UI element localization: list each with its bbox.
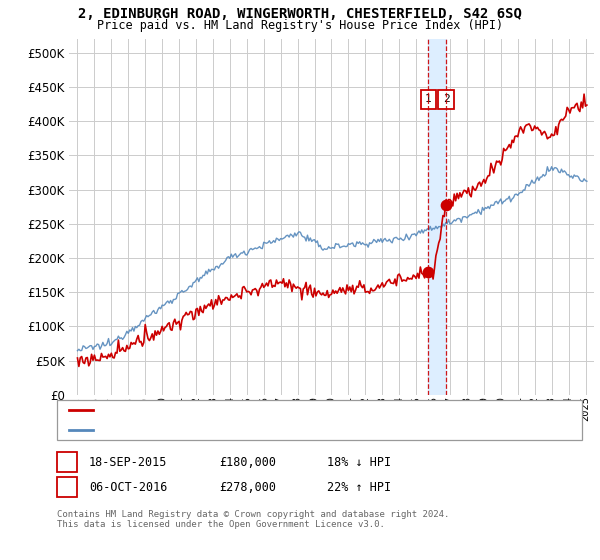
Text: 2, EDINBURGH ROAD, WINGERWORTH, CHESTERFIELD, S42 6SQ: 2, EDINBURGH ROAD, WINGERWORTH, CHESTERF… [78,7,522,21]
Point [424,267,433,276]
Text: 2: 2 [64,480,70,494]
Text: 1: 1 [425,95,432,104]
Text: 18% ↓ HPI: 18% ↓ HPI [327,455,391,469]
Text: Price paid vs. HM Land Registry's House Price Index (HPI): Price paid vs. HM Land Registry's House … [97,19,503,32]
Text: 18-SEP-2015: 18-SEP-2015 [89,455,167,469]
Text: 06-OCT-2016: 06-OCT-2016 [89,480,167,494]
Point [442,200,451,209]
Text: £278,000: £278,000 [219,480,276,494]
Text: £180,000: £180,000 [219,455,276,469]
Bar [428,39,446,395]
Text: 2, EDINBURGH ROAD, WINGERWORTH, CHESTERFIELD, S42 6SQ (detached house): 2, EDINBURGH ROAD, WINGERWORTH, CHESTERF… [97,405,508,415]
Text: 22% ↑ HPI: 22% ↑ HPI [327,480,391,494]
Text: 2: 2 [443,95,449,104]
Text: 1: 1 [64,455,70,469]
Text: Contains HM Land Registry data © Crown copyright and database right 2024.
This d: Contains HM Land Registry data © Crown c… [57,510,449,529]
Text: HPI: Average price, detached house, North East Derbyshire: HPI: Average price, detached house, Nort… [97,425,432,435]
